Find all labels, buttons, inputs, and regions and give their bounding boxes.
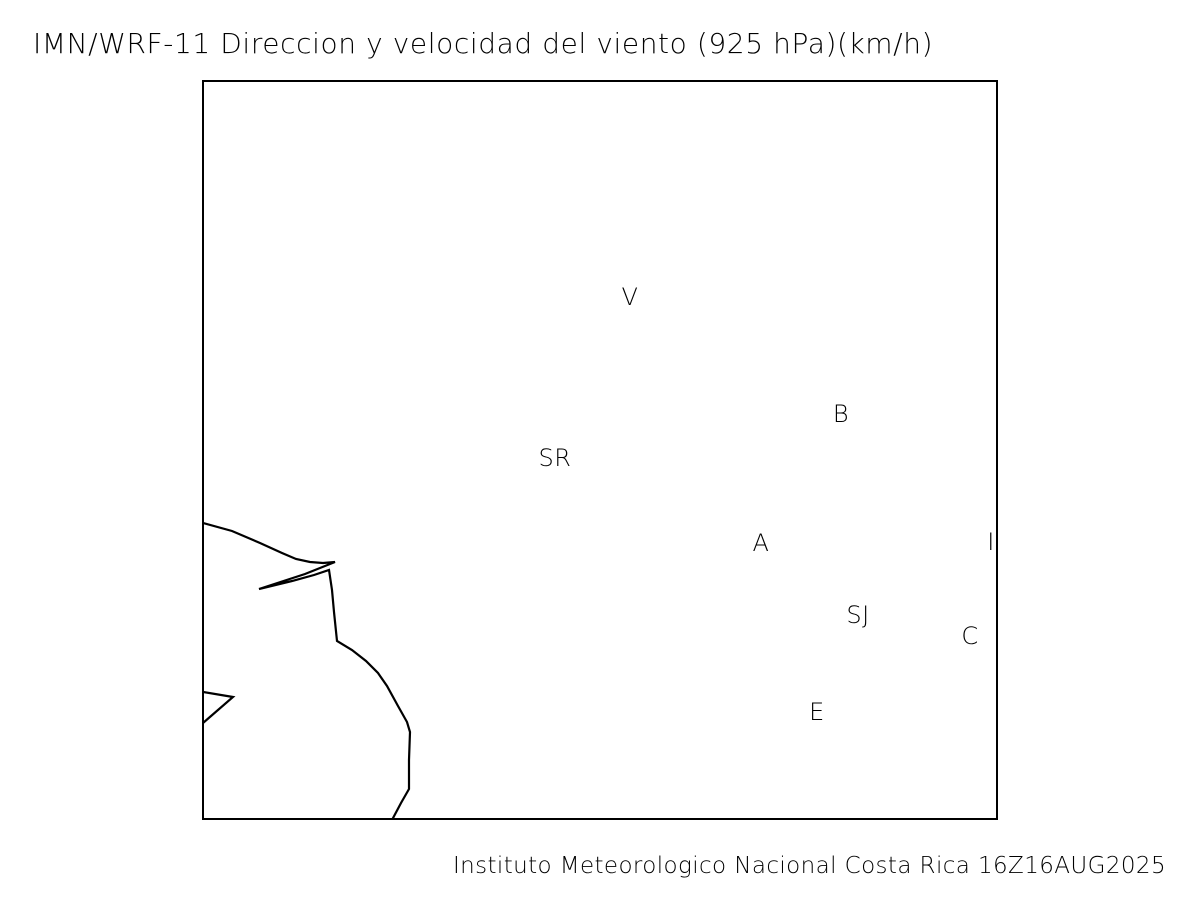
- station-label-sj: SJ: [846, 601, 870, 629]
- station-label-i: I: [987, 528, 995, 556]
- footer-credit: Instituto Meteorologico Nacional Costa R…: [452, 853, 1166, 879]
- coastline-pacific-main: [204, 522, 412, 818]
- coastline-group: [204, 522, 412, 818]
- station-label-c: C: [961, 622, 979, 650]
- station-label-sr: SR: [538, 444, 572, 472]
- station-label-a: A: [752, 529, 770, 557]
- station-label-e: E: [809, 698, 825, 726]
- coastline-inlet-wedge: [204, 691, 236, 724]
- station-label-b: B: [832, 400, 850, 428]
- station-label-v: V: [621, 283, 639, 311]
- map-panel[interactable]: V B SR A I SJ C E: [202, 80, 998, 820]
- page-title: IMN/WRF-11 Direccion y velocidad del vie…: [33, 27, 934, 60]
- map-canvas: [204, 522, 412, 818]
